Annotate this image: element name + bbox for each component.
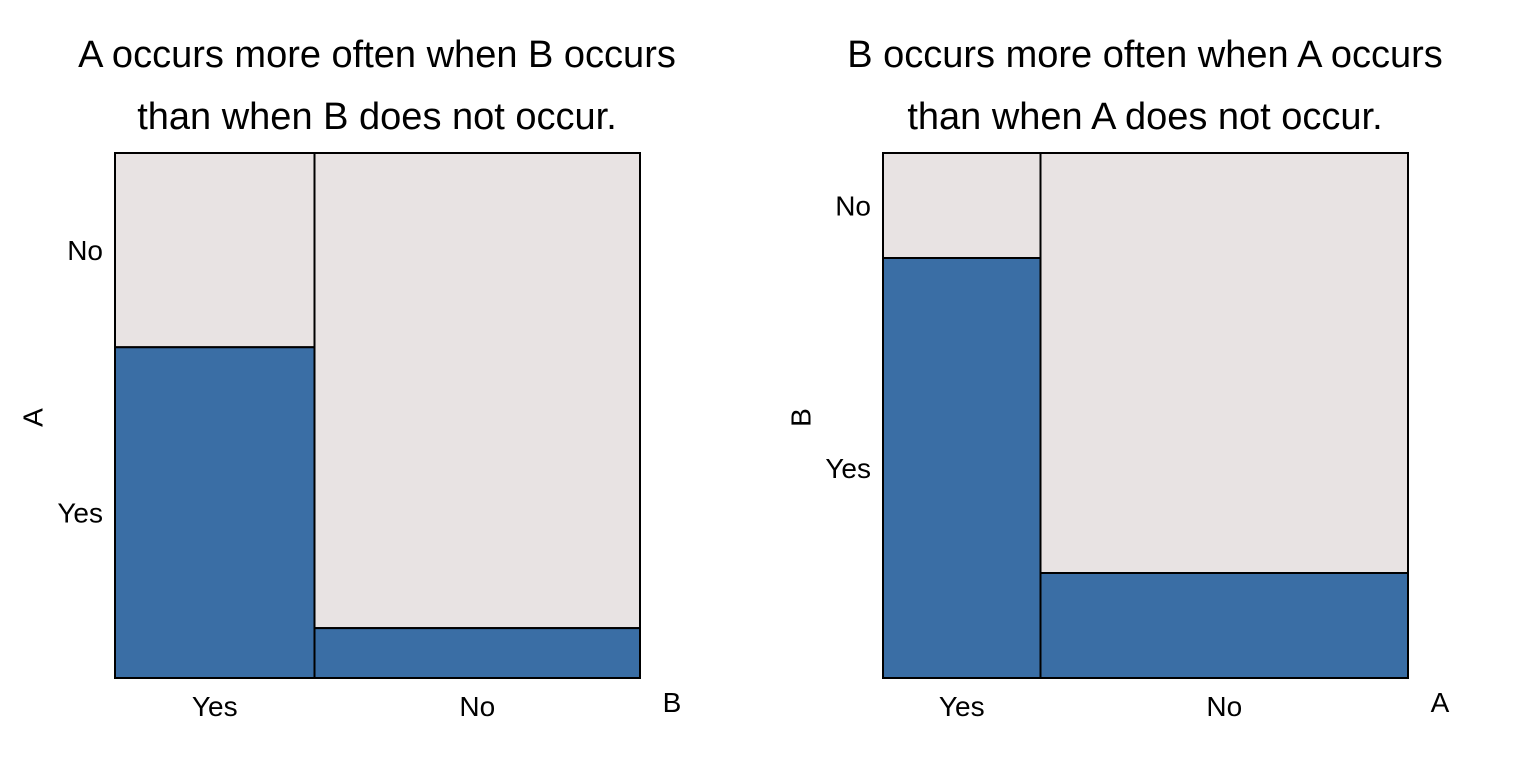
x-tick-label-yes: Yes: [939, 691, 985, 722]
y-tick-label-no: No: [67, 235, 103, 266]
x-axis-label: A: [1431, 687, 1450, 718]
x-tick-label-yes: Yes: [192, 691, 238, 722]
mosaic-tiles: [114, 152, 641, 679]
tile-no-no: [313, 152, 641, 630]
y-tick-label-yes: Yes: [825, 453, 871, 484]
mosaic-tiles: [882, 152, 1409, 679]
y-axis-label: A: [17, 408, 48, 427]
chart-title-line-2: than when A does not occur.: [907, 96, 1382, 138]
mosaic-panel-left: A occurs more often when B occurs than w…: [17, 34, 681, 722]
tile-no-yes: [1039, 572, 1409, 679]
tile-no-yes: [313, 627, 641, 679]
chart-title-line-1: B occurs more often when A occurs: [847, 34, 1443, 76]
tile-yes-yes: [882, 257, 1042, 679]
chart-title-line-1: A occurs more often when B occurs: [78, 34, 676, 76]
tile-yes-yes: [114, 346, 316, 679]
chart-title-line-2: than when B does not occur.: [137, 96, 617, 138]
y-tick-label-no: No: [835, 191, 871, 222]
x-tick-label-no: No: [1206, 691, 1242, 722]
x-tick-label-no: No: [459, 691, 495, 722]
y-tick-label-yes: Yes: [57, 498, 103, 529]
tile-no-no: [1039, 152, 1409, 574]
y-axis-label: B: [785, 408, 816, 427]
tile-yes-no: [114, 152, 316, 349]
mosaic-panel-right: B occurs more often when A occurs than w…: [785, 34, 1449, 722]
tile-yes-no: [882, 152, 1042, 259]
x-axis-label: B: [663, 687, 682, 718]
